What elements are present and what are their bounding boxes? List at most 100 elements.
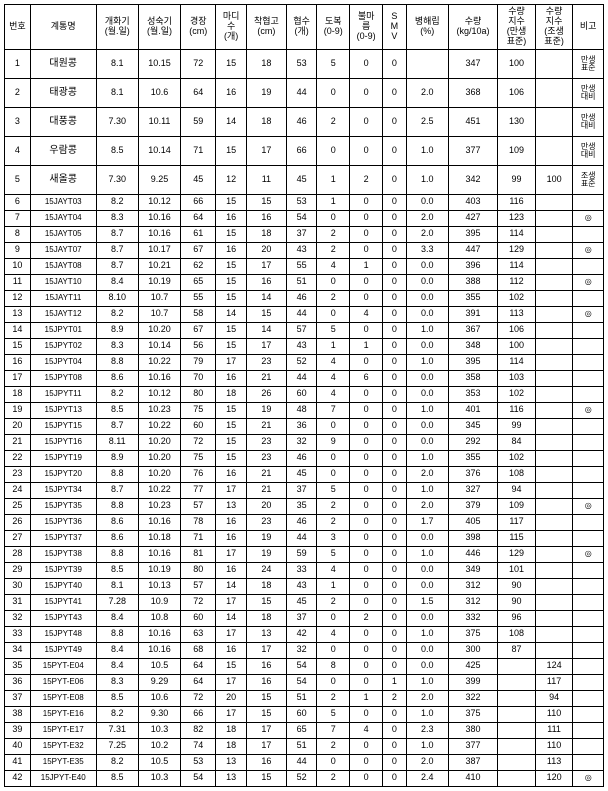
cell: 15JPYT40 [30, 578, 96, 594]
cell: 23 [246, 450, 286, 466]
cell: 8.3 [96, 338, 138, 354]
table-row: 3615PYT-E068.39.29641716540011.0399117 [5, 674, 604, 690]
table-row: 1715JPYT088.610.16701621444600.0358103 [5, 370, 604, 386]
cell: 8.9 [96, 322, 138, 338]
cell: 26 [5, 514, 31, 530]
cell: 46 [286, 514, 317, 530]
cell: 8.2 [96, 754, 138, 770]
cell: 8.6 [96, 530, 138, 546]
cell: 1.5 [406, 594, 448, 610]
cell: 2.3 [406, 722, 448, 738]
cell: 18 [216, 722, 247, 738]
cell: 15JAYT07 [30, 242, 96, 258]
cell: 19 [5, 402, 31, 418]
cell: 2 [350, 610, 383, 626]
cell: 446 [448, 546, 497, 562]
cell: 44 [286, 370, 317, 386]
cell: 25 [5, 498, 31, 514]
cell: 2 [383, 690, 406, 706]
cell: 8.9 [96, 450, 138, 466]
cell: 52 [286, 770, 317, 786]
cell: 78 [181, 514, 216, 530]
cell: 10.20 [138, 434, 180, 450]
cell: 12 [5, 290, 31, 306]
cell: 1.0 [406, 482, 448, 498]
cell: 0 [350, 562, 383, 578]
cell: 15 [216, 258, 247, 274]
cell: 0 [383, 466, 406, 482]
cell: 새올콩 [30, 165, 96, 194]
cell: 16 [216, 210, 247, 226]
cell: 16 [216, 530, 247, 546]
header-cell: 비고 [573, 5, 604, 50]
table-row: 3대풍콩7.3010.11591418462002.5451130만생대비 [5, 107, 604, 136]
cell: 1.7 [406, 514, 448, 530]
cell: 37 [5, 690, 31, 706]
header-cell: 성숙기(월.일) [138, 5, 180, 50]
cell: 3 [5, 107, 31, 136]
cell: 15PYT-E17 [30, 722, 96, 738]
cell: 72 [181, 434, 216, 450]
cell: 23 [246, 434, 286, 450]
cell: 0 [383, 706, 406, 722]
cell: 1.0 [406, 322, 448, 338]
cell: ◎ [573, 402, 604, 418]
cell: 388 [448, 274, 497, 290]
cell: 15JPYT35 [30, 498, 96, 514]
cell: 398 [448, 530, 497, 546]
cell [573, 194, 604, 210]
cell: ◎ [573, 306, 604, 322]
cell: 60 [181, 610, 216, 626]
cell: 10.14 [138, 136, 180, 165]
cell: 15JPYT41 [30, 594, 96, 610]
cell: 0 [350, 354, 383, 370]
cell: 72 [181, 690, 216, 706]
cell: 28 [5, 546, 31, 562]
table-row: 4215JPYT-E408.510.3541315522002.4410120◎ [5, 770, 604, 786]
cell: 0 [350, 226, 383, 242]
cell: 0 [383, 514, 406, 530]
cell: 0 [350, 450, 383, 466]
cell [573, 754, 604, 770]
cell: 12 [216, 165, 247, 194]
cell: 1.0 [406, 738, 448, 754]
cell: 65 [181, 274, 216, 290]
cell: 10.16 [138, 626, 180, 642]
cell: 15JPYT48 [30, 626, 96, 642]
cell: 16 [216, 370, 247, 386]
table-row: 3815PYT-E168.29.30661715605001.0375110 [5, 706, 604, 722]
cell: 15 [216, 418, 247, 434]
cell: 17 [216, 626, 247, 642]
cell: 65 [286, 722, 317, 738]
cell: 0.0 [406, 434, 448, 450]
header-cell: 도복(0-9) [317, 5, 350, 50]
cell: 71 [181, 136, 216, 165]
table-row: 2215JPYT198.910.20751523460001.0355102 [5, 450, 604, 466]
cell [535, 78, 573, 107]
cell: 0 [317, 274, 350, 290]
cell: 13 [5, 306, 31, 322]
cell: 0 [350, 482, 383, 498]
cell: 23 [246, 354, 286, 370]
cell: 44 [286, 306, 317, 322]
cell: ◎ [573, 770, 604, 786]
cell: 15 [216, 434, 247, 450]
cell: 6 [5, 194, 31, 210]
cell: 30 [5, 578, 31, 594]
cell: 82 [181, 722, 216, 738]
cell: 15JPYT19 [30, 450, 96, 466]
cell: 17 [216, 482, 247, 498]
cell: 0.0 [406, 258, 448, 274]
cell: 0 [383, 107, 406, 136]
cell: 0 [317, 610, 350, 626]
cell: 76 [181, 466, 216, 482]
cell: 16 [246, 274, 286, 290]
cell: 80 [181, 562, 216, 578]
cell: 15 [216, 290, 247, 306]
cell: 57 [286, 322, 317, 338]
cell: 108 [498, 466, 536, 482]
cell: 410 [448, 770, 497, 786]
cell: 2.0 [406, 498, 448, 514]
cell: 58 [181, 306, 216, 322]
cell [535, 49, 573, 78]
